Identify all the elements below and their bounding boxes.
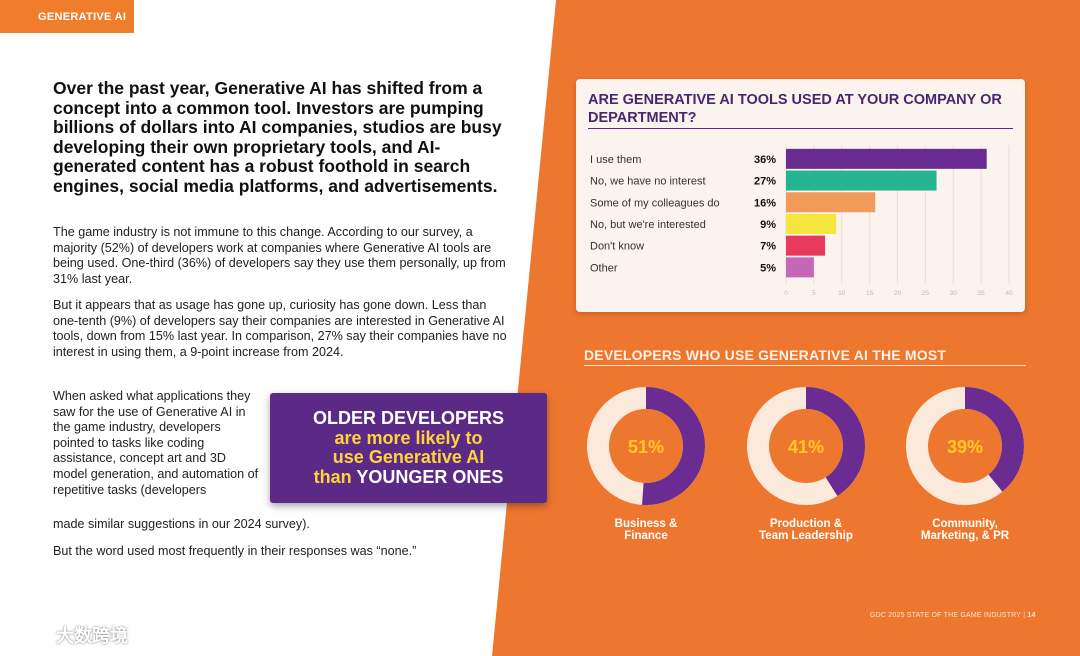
chart-title-rule	[588, 128, 1013, 129]
older-developers-callout: OLDER DEVELOPERS are more likely to use …	[270, 393, 547, 503]
footer-page-number: 14	[1027, 612, 1036, 619]
usage-chart-card: ARE GENERATIVE AI TOOLS USED AT YOUR COM…	[576, 79, 1025, 312]
donut-label-line-1: Business &	[614, 518, 678, 530]
donut-label-line-2: Marketing, & PR	[920, 529, 1010, 542]
donut-section-title: DEVELOPERS WHO USE GENERATIVE AI THE MOS…	[584, 347, 947, 363]
bar-value-label: 36%	[754, 154, 776, 166]
paragraph-3-wrap: When asked what applications they saw fo…	[53, 389, 259, 497]
watermark: 大数跨境	[12, 622, 128, 648]
donut-category-label: Community, Marketing, & PR	[890, 518, 1040, 542]
usage-bar-chart: 0 5 10 15 20 25 30 35 40 I use them 36% No, we have…	[590, 145, 1013, 297]
x-tick-label: 5	[812, 290, 816, 297]
x-tick-label: 25	[922, 290, 930, 297]
bar	[786, 148, 987, 169]
bar-category-label: I use them	[590, 154, 641, 166]
watermark-logo-icon	[13, 626, 48, 643]
x-tick-label: 40	[1005, 290, 1013, 297]
page-footer: GDC 2025 STATE OF THE GAME INDUSTRY | 14	[870, 612, 1050, 619]
callout-line-3: use Generative AI	[332, 447, 485, 467]
footer-report-name: GDC 2025 STATE OF THE GAME INDUSTRY	[870, 612, 1022, 619]
donut-label-line-1: Community,	[932, 518, 998, 530]
bar	[786, 192, 876, 213]
paragraph-2: But it appears that as usage has gone up…	[53, 298, 507, 359]
bar-category-label: No, but we're interested	[590, 219, 706, 231]
footer-separator: |	[1023, 612, 1028, 619]
donut-label-line-1: Production &	[769, 518, 843, 530]
bar-value-label: 27%	[754, 176, 776, 188]
donut-category-label: Business & Finance	[571, 518, 721, 542]
callout-line-2: are more likely to	[334, 427, 483, 448]
bar-category-label: No, we have no interest	[590, 176, 706, 188]
x-tick-label: 10	[838, 290, 846, 297]
donut-label-line-2: Team Leadership	[759, 529, 853, 542]
x-tick-label: 20	[894, 290, 902, 297]
bar	[786, 257, 814, 278]
paragraph-3-end: made similar suggestions in our 2024 sur…	[53, 517, 310, 531]
x-tick-label: 35	[978, 290, 986, 297]
paragraph-4: But the word used most frequently in the…	[53, 544, 417, 558]
chart-title: ARE GENERATIVE AI TOOLS USED AT YOUR COM…	[588, 92, 1002, 126]
x-tick-label: 15	[866, 290, 874, 297]
callout-line-4-yellow: than	[313, 466, 352, 487]
x-tick-label: 0	[784, 290, 788, 297]
bar	[786, 170, 937, 191]
bar	[786, 213, 837, 234]
bar-value-label: 5%	[760, 262, 776, 274]
bar-category-label: Some of my colleagues do	[590, 197, 720, 209]
donut-label-line-2: Finance	[624, 529, 668, 542]
paragraph-1: The game industry is not immune to this …	[53, 225, 506, 286]
bar-value-label: 9%	[760, 219, 776, 231]
x-tick-label: 30	[950, 290, 958, 297]
section-tag: GENERATIVE AI	[0, 0, 134, 33]
donut-category-label: Production & Team Leadership	[731, 518, 881, 542]
watermark-text: 大数跨境	[56, 626, 128, 646]
callout-line-4-white: YOUNGER ONES	[356, 466, 504, 487]
callout-line-1: OLDER DEVELOPERS	[312, 408, 505, 428]
bar-value-label: 16%	[754, 197, 776, 209]
donut-section-rule	[584, 365, 1026, 366]
bar-category-label: Other	[590, 262, 618, 274]
bar	[786, 235, 826, 256]
lead-heading: Over the past year, Generative AI has sh…	[53, 78, 502, 196]
bar-value-label: 7%	[760, 241, 776, 253]
bar-category-label: Don't know	[590, 241, 644, 253]
